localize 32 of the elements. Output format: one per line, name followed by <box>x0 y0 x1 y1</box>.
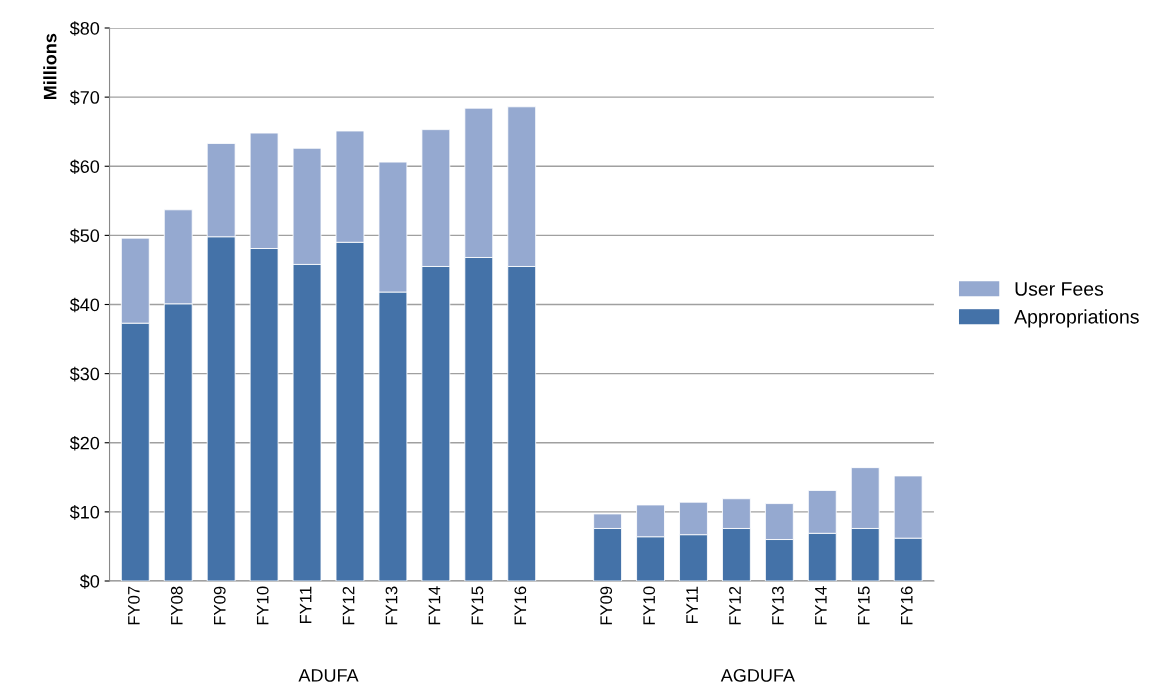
y-tick-label: $0 <box>79 574 100 589</box>
x-tick-label: FY10 <box>256 586 269 625</box>
x-tick-label: FY08 <box>170 586 183 625</box>
y-tick-label: $60 <box>69 159 100 175</box>
y-axis-title: Millions <box>43 33 57 100</box>
y-tick-label: $10 <box>69 505 100 520</box>
x-tick-label: FY09 <box>600 586 613 625</box>
x-tick-label: FY13 <box>385 586 398 625</box>
x-tick-label: FY12 <box>729 586 741 625</box>
x-tick-label: FY15 <box>471 586 484 625</box>
text: ADUFA <box>298 669 359 682</box>
x-tick-label: FY10 <box>643 586 656 625</box>
y-tick-label: $40 <box>69 297 100 313</box>
x-tick-label: FY07 <box>127 586 140 625</box>
x-tick-label: FY16 <box>900 586 913 625</box>
text: AGDUFA <box>720 668 795 682</box>
x-tick-label: FY13 <box>772 586 784 625</box>
x-tick-label: FY11 <box>686 586 698 624</box>
x-tick-label: FY16 <box>514 586 527 625</box>
y-tick-label: $70 <box>69 90 100 105</box>
x-tick-label: FY14 <box>815 586 827 625</box>
legend-label: User Fees <box>1015 282 1104 296</box>
x-tick-label: FY14 <box>428 586 441 625</box>
y-tick-label: $50 <box>69 228 100 244</box>
x-tick-label: FY15 <box>858 586 870 625</box>
y-tick-label: $80 <box>69 21 100 36</box>
x-tick-label: FY09 <box>213 586 226 625</box>
legend-label: Appropriations <box>1014 309 1139 328</box>
y-tick-label: $30 <box>69 366 100 382</box>
x-tick-label: FY11 <box>299 586 312 624</box>
y-tick-label: $20 <box>69 435 100 451</box>
x-tick-label: FY12 <box>342 586 355 625</box>
